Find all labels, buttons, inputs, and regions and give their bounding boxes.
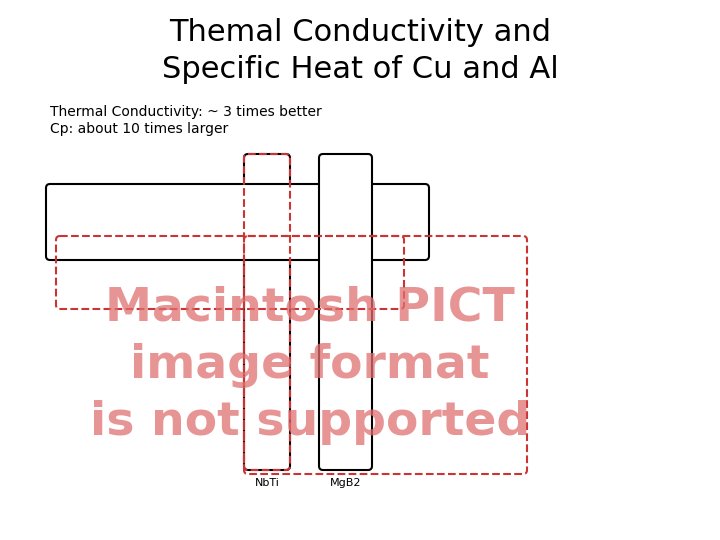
- Text: Thermal Conductivity: ~ 3 times better: Thermal Conductivity: ~ 3 times better: [50, 105, 322, 119]
- Text: Cp: about 10 times larger: Cp: about 10 times larger: [50, 122, 228, 136]
- FancyBboxPatch shape: [319, 154, 372, 470]
- FancyBboxPatch shape: [46, 184, 429, 260]
- Text: Themal Conductivity and: Themal Conductivity and: [169, 18, 551, 47]
- FancyBboxPatch shape: [244, 154, 290, 470]
- Text: Specific Heat of Cu and Al: Specific Heat of Cu and Al: [161, 55, 559, 84]
- Text: NbTi: NbTi: [255, 478, 279, 488]
- Text: Macintosh PICT
image format
is not supported: Macintosh PICT image format is not suppo…: [90, 285, 530, 445]
- Text: MgB2: MgB2: [330, 478, 361, 488]
